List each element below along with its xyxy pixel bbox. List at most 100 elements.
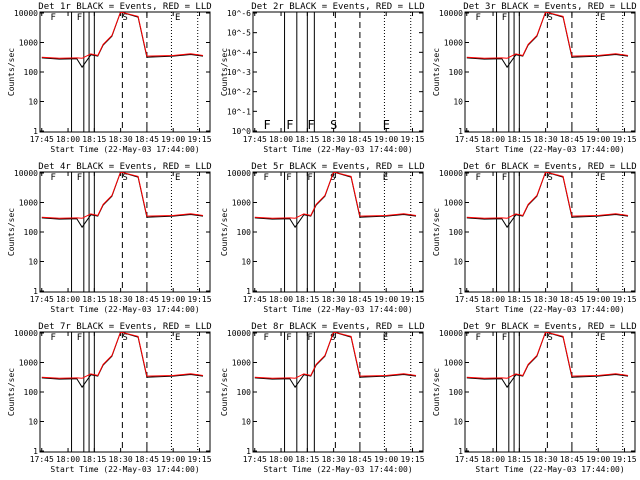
y-tick-label: 10000 [14,9,38,18]
marker-letter: E [175,13,180,23]
x-tick-label: 18:30 [109,135,133,144]
x-tick-label: 18:30 [322,455,346,464]
marker-letter: F [286,333,291,343]
x-tick-label: 18:30 [322,295,346,304]
y-tick-label: 1 [33,447,38,456]
x-tick-label: 18:15 [295,455,319,464]
marker-letter: F [51,13,56,23]
marker-letter: F [307,173,312,183]
y-tick-label: 10 [453,418,463,427]
y-tick-label: 100 [24,388,39,397]
marker-letter: F [502,333,507,343]
marker-letter: E [383,333,388,343]
marker-letter: S [122,173,127,183]
x-tick-label: 18:00 [269,135,293,144]
y-tick-label: 1 [458,287,463,296]
y-axis-label: Counts/sec [7,208,16,256]
y-tick-label: 10000 [439,329,463,338]
x-tick-label: 17:45 [30,455,54,464]
y-tick-label: 10 [28,258,38,267]
marker-letter: E [600,173,605,183]
chart-title: Det 8r BLACK = Events, RED = LLD [251,322,424,332]
marker-letter: F [286,173,291,183]
x-tick-label: 17:45 [455,455,479,464]
y-tick-label: 10 [453,258,463,267]
marker-letter: S [122,13,127,23]
y-axis-label: Counts/sec [432,368,441,416]
chart-panel-9: Det 9r BLACK = Events, RED = LLD 1 10 100 10… [432,322,637,474]
x-tick-label: 17:45 [455,135,479,144]
chart-panel-1: Det 1r BLACK = Events, RED = LLD 1 10 100 10… [7,2,212,154]
x-axis-label: Start Time (22-May-03 17:44:00) [50,465,199,474]
y-tick-label: 1 [458,447,463,456]
y-tick-label: 10^-4 [227,48,251,57]
y-tick-label: 100 [24,228,39,237]
y-axis-label: Counts/sec [7,368,16,416]
x-tick-label: 18:00 [56,455,80,464]
marker-letter: F [502,13,507,23]
x-tick-label: 19:00 [374,295,398,304]
marker-letter: F [77,173,82,183]
y-tick-label: 10000 [439,9,463,18]
x-axis-label: Start Time (22-May-03 17:44:00) [263,305,412,314]
x-tick-label: 19:00 [161,455,185,464]
x-tick-label: 18:15 [295,295,319,304]
x-tick-label: 19:00 [586,455,610,464]
plot-frame [252,11,424,133]
marker-letter: F [286,118,293,132]
marker-letter: F [307,118,314,132]
y-axis-label: Counts/sec [432,208,441,256]
marker-letter: S [330,173,335,183]
x-tick-label: 18:15 [295,135,319,144]
chart-panel-7: Det 7r BLACK = Events, RED = LLD 1 10 100 10… [7,322,212,474]
y-axis-label: Counts/sec [432,48,441,96]
marker-letter: F [502,173,507,183]
x-tick-label: 18:15 [82,295,106,304]
x-tick-label: 19:15 [612,135,636,144]
y-tick-label: 100 [449,228,464,237]
x-tick-label: 19:00 [161,295,185,304]
x-tick-label: 19:15 [187,455,211,464]
x-tick-label: 19:15 [400,295,424,304]
x-tick-label: 18:00 [481,295,505,304]
marker-letter: S [122,333,127,343]
chart-title: Det 5r BLACK = Events, RED = LLD [251,162,424,172]
series-line-lld [41,332,204,379]
marker-letter: F [307,333,312,343]
chart-panel-6: Det 6r BLACK = Events, RED = LLD 1 10 100 10… [432,162,637,314]
y-axis-label: Counts/sec [220,48,229,96]
x-tick-label: 18:00 [481,135,505,144]
chart-title: Det 3r BLACK = Events, RED = LLD [463,2,636,12]
x-tick-label: 19:15 [187,135,211,144]
x-tick-label: 18:15 [507,295,531,304]
x-tick-label: 19:15 [400,455,424,464]
y-tick-label: 1000 [19,359,38,368]
x-tick-label: 18:45 [560,135,584,144]
marker-letter: S [330,118,337,132]
x-tick-label: 18:30 [109,455,133,464]
x-tick-label: 18:45 [135,455,159,464]
y-tick-label: 1000 [19,39,38,48]
x-tick-label: 17:45 [243,455,267,464]
x-tick-label: 18:45 [135,295,159,304]
y-tick-label: 1000 [232,359,251,368]
y-tick-label: 1 [458,127,463,136]
y-tick-label: 10^-6 [227,9,251,18]
y-tick-label: 1 [33,287,38,296]
chart-title: Det 4r BLACK = Events, RED = LLD [38,162,211,172]
y-tick-label: 1000 [19,199,38,208]
marker-letter: S [547,13,552,23]
y-axis-label: Counts/sec [220,208,229,256]
x-tick-label: 17:45 [455,295,479,304]
y-tick-label: 1000 [232,199,251,208]
y-tick-label: 1000 [444,199,463,208]
x-tick-label: 18:30 [534,135,558,144]
plot-frame [39,11,211,133]
plot-frame [39,171,211,293]
x-tick-label: 17:45 [30,295,54,304]
x-axis-label: Start Time (22-May-03 17:44:00) [475,305,624,314]
y-tick-label: 1000 [444,359,463,368]
x-tick-label: 18:00 [56,135,80,144]
y-tick-label: 10^-1 [227,107,251,116]
x-axis-label: Start Time (22-May-03 17:44:00) [263,465,412,474]
